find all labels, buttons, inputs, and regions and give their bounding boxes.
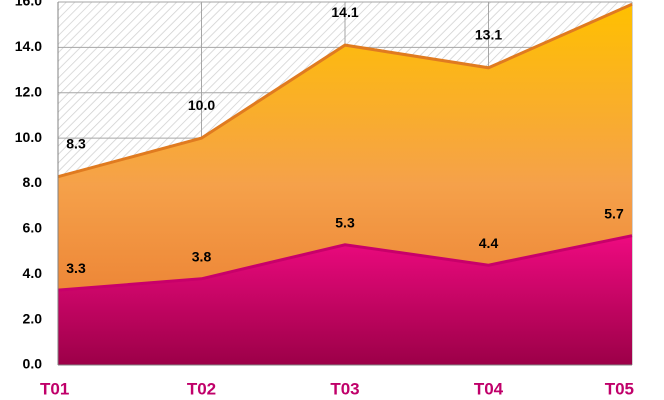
x-tick-label: T03 — [330, 379, 359, 398]
y-tick-label: 14.0 — [15, 38, 42, 54]
y-tick-label: 4.0 — [23, 265, 43, 281]
data-label: 13.1 — [475, 26, 502, 42]
data-label: 8.3 — [66, 135, 86, 151]
y-tick-label: 10.0 — [15, 129, 42, 145]
data-label: 5.3 — [335, 214, 355, 230]
data-label: 14.1 — [331, 4, 358, 20]
data-label: 5.7 — [604, 205, 624, 221]
y-tick-label: 16.0 — [15, 0, 42, 9]
data-label: 3.8 — [192, 248, 212, 264]
x-tick-label: T02 — [187, 379, 216, 398]
y-tick-label: 0.0 — [23, 356, 43, 372]
data-label: 3.3 — [66, 260, 86, 276]
x-tick-label: T05 — [605, 379, 634, 398]
x-tick-label: T04 — [474, 379, 504, 398]
y-tick-label: 12.0 — [15, 83, 42, 99]
area-outline — [57, 234, 633, 292]
data-label: 4.4 — [479, 235, 499, 251]
data-label: 10.0 — [188, 97, 215, 113]
area-outline — [57, 2, 633, 179]
y-tick-label: 2.0 — [23, 310, 43, 326]
y-tick-label: 6.0 — [23, 220, 43, 236]
area — [58, 235, 632, 365]
y-tick-label: 8.0 — [23, 174, 43, 190]
x-tick-label: T01 — [40, 379, 69, 398]
